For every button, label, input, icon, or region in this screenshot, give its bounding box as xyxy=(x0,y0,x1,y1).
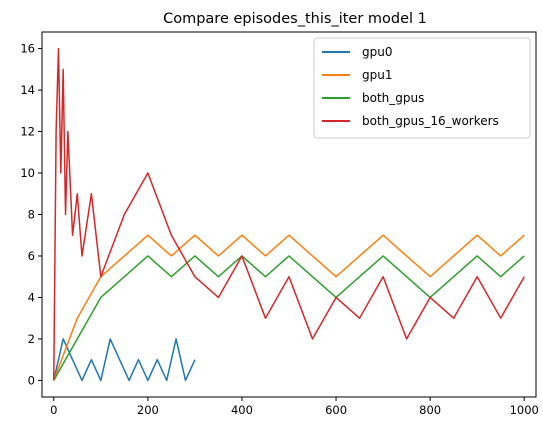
x-tick-label: 0 xyxy=(50,403,57,417)
x-tick-label: 800 xyxy=(419,403,441,417)
series-line-both-gpus xyxy=(53,255,525,381)
axes-frame xyxy=(41,31,537,398)
y-tick-label: 10 xyxy=(20,166,35,180)
y-tick-label: 14 xyxy=(20,83,35,97)
series-line-gpu0 xyxy=(53,338,196,382)
y-tick-label: 4 xyxy=(28,290,35,304)
y-tick-label: 2 xyxy=(28,332,35,346)
x-tick-label: 1000 xyxy=(510,403,539,417)
y-tick-label: 8 xyxy=(28,208,35,222)
x-tick-label: 400 xyxy=(231,403,253,417)
y-tick-label: 6 xyxy=(28,249,35,263)
legend: gpu0 gpu1 both_gpus both_gpus_16_workers xyxy=(313,37,531,139)
x-tick-label: 200 xyxy=(137,403,159,417)
legend-label: gpu0 xyxy=(362,45,392,59)
y-tick-label: 0 xyxy=(28,373,35,387)
legend-label: both_gpus xyxy=(362,91,424,105)
series-line-both-gpus-16-workers xyxy=(53,47,525,381)
x-axis: 0 200 400 600 800 1000 xyxy=(50,397,539,417)
legend-label: gpu1 xyxy=(362,68,392,82)
series-line-gpu1 xyxy=(53,234,525,381)
legend-label: both_gpus_16_workers xyxy=(362,114,499,128)
y-tick-label: 16 xyxy=(20,42,35,56)
x-tick-label: 600 xyxy=(325,403,347,417)
y-tick-label: 12 xyxy=(20,125,35,139)
legend-box xyxy=(313,37,531,139)
chart-title: Compare episodes_this_iter model 1 xyxy=(163,11,427,27)
plot-area xyxy=(53,47,525,382)
y-axis: 0 2 4 6 8 10 12 14 16 xyxy=(20,42,42,387)
